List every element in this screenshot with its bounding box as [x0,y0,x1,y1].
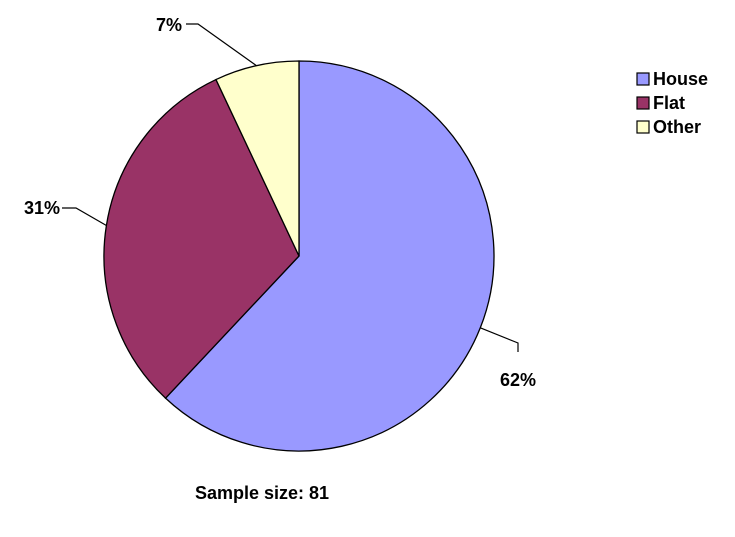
legend: House Flat Other [636,69,708,137]
legend-swatch-other [636,120,650,134]
legend-swatch-flat [636,96,650,110]
data-label-flat: 31% [24,198,60,218]
leader-line-house [480,327,519,352]
legend-label-flat: Flat [653,93,685,113]
legend-label-house: House [653,69,708,89]
legend-swatch-house [636,72,650,86]
pie-slice-house [164,60,495,452]
pie-slice-flat [103,78,300,400]
data-labels: 62% 31% 7% [24,15,536,390]
leader-line-flat [62,207,107,227]
data-label-house: 62% [500,370,536,390]
leader-line-other [186,23,257,67]
data-label-other: 7% [156,15,182,35]
legend-label-other: Other [653,117,701,137]
sample-size-label: Sample size: 81 [195,483,329,503]
leader-lines [62,23,519,352]
pie-slices [103,60,495,452]
